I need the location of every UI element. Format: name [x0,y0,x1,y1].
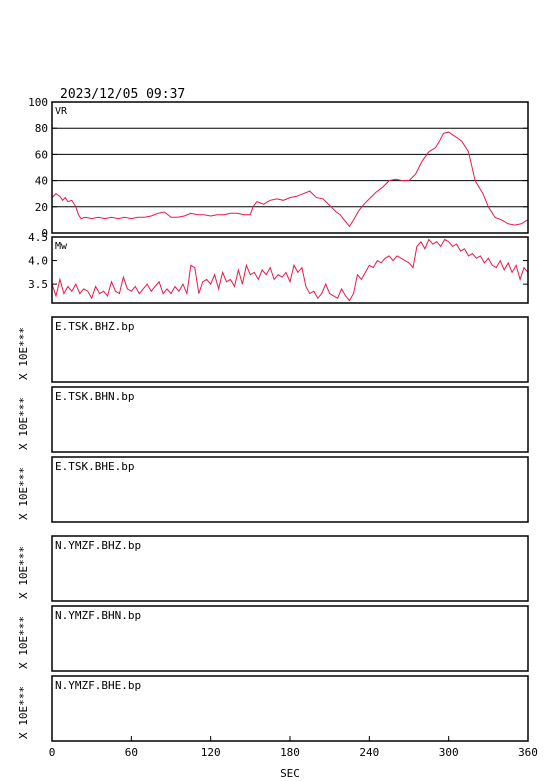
x-tick-label: 240 [359,746,379,759]
y-tick-label: 40 [35,175,48,188]
mw-series-line [51,238,529,302]
x-tick-label: 360 [518,746,538,759]
waveform-scale-label: X 10E*** [17,546,30,599]
x-tick-label: 120 [201,746,221,759]
waveform-scale-label: X 10E*** [17,467,30,520]
waveform-panel: E.TSK.BHN.bp X 10E*** [17,386,529,453]
vr-title: VR [55,106,68,117]
waveform-station-label: E.TSK.BHZ.bp [55,320,134,333]
waveform-panel: N.YMZF.BHZ.bp X 10E*** [17,535,529,602]
waveform-station-label: N.YMZF.BHN.bp [55,609,141,622]
vr-y-ticks: 0 20 40 60 80 100 [28,96,528,240]
waveform-frame [51,605,529,672]
y-tick-label: 80 [35,122,48,135]
y-tick-label: 4.5 [28,231,48,244]
waveform-panel: N.YMZF.BHE.bp X 10E*** [17,675,529,742]
waveform-station-label: N.YMZF.BHZ.bp [55,539,141,552]
waveform-frame [51,456,529,523]
y-tick-label: 60 [35,148,48,161]
waveform-station-label: E.TSK.BHN.bp [55,390,134,403]
x-tick-label: 300 [439,746,459,759]
y-tick-label: 100 [28,96,48,109]
waveform-panels: E.TSK.BHZ.bp X 10E*** E.TSK.BHN.bp X 10E***… [17,316,529,742]
x-axis-label: SEC [280,767,300,780]
waveform-panel: N.YMZF.BHN.bp X 10E*** [17,605,529,672]
waveform-station-label: E.TSK.BHE.bp [55,460,134,473]
waveform-scale-label: X 10E*** [17,616,30,669]
mw-title: Mw [55,241,68,252]
x-tick-label: 180 [280,746,300,759]
waveform-panel: E.TSK.BHE.bp X 10E*** [17,456,529,523]
x-tick-label: 60 [125,746,138,759]
y-tick-label: 3.5 [28,278,48,291]
y-tick-label: 4.0 [28,255,48,268]
waveform-frame [51,535,529,602]
vr-frame [51,101,529,234]
mw-panel: Mw 3.5 4.0 4.5 [28,231,529,304]
y-tick-label: 0 [41,227,48,240]
waveform-scale-label: X 10E*** [17,397,30,450]
vr-series-line [51,131,529,228]
waveform-station-label: N.YMZF.BHE.bp [55,679,141,692]
waveform-frame [51,316,529,383]
x-axis: 0 60 120 180 240 300 360 [49,736,538,759]
waveform-scale-label: X 10E*** [17,686,30,739]
mw-y-ticks: 3.5 4.0 4.5 [28,231,528,291]
timestamp-label: 2023/12/05 09:37 [60,87,185,102]
x-tick-label: 0 [49,746,56,759]
waveform-panel: E.TSK.BHZ.bp X 10E*** [17,316,529,383]
mw-frame [51,236,529,304]
y-tick-label: 20 [35,201,48,214]
waveform-scale-label: X 10E*** [17,327,30,380]
vr-panel: VR 0 20 40 60 80 100 [28,96,529,240]
vr-gridlines [52,127,528,208]
waveform-frame [51,386,529,453]
